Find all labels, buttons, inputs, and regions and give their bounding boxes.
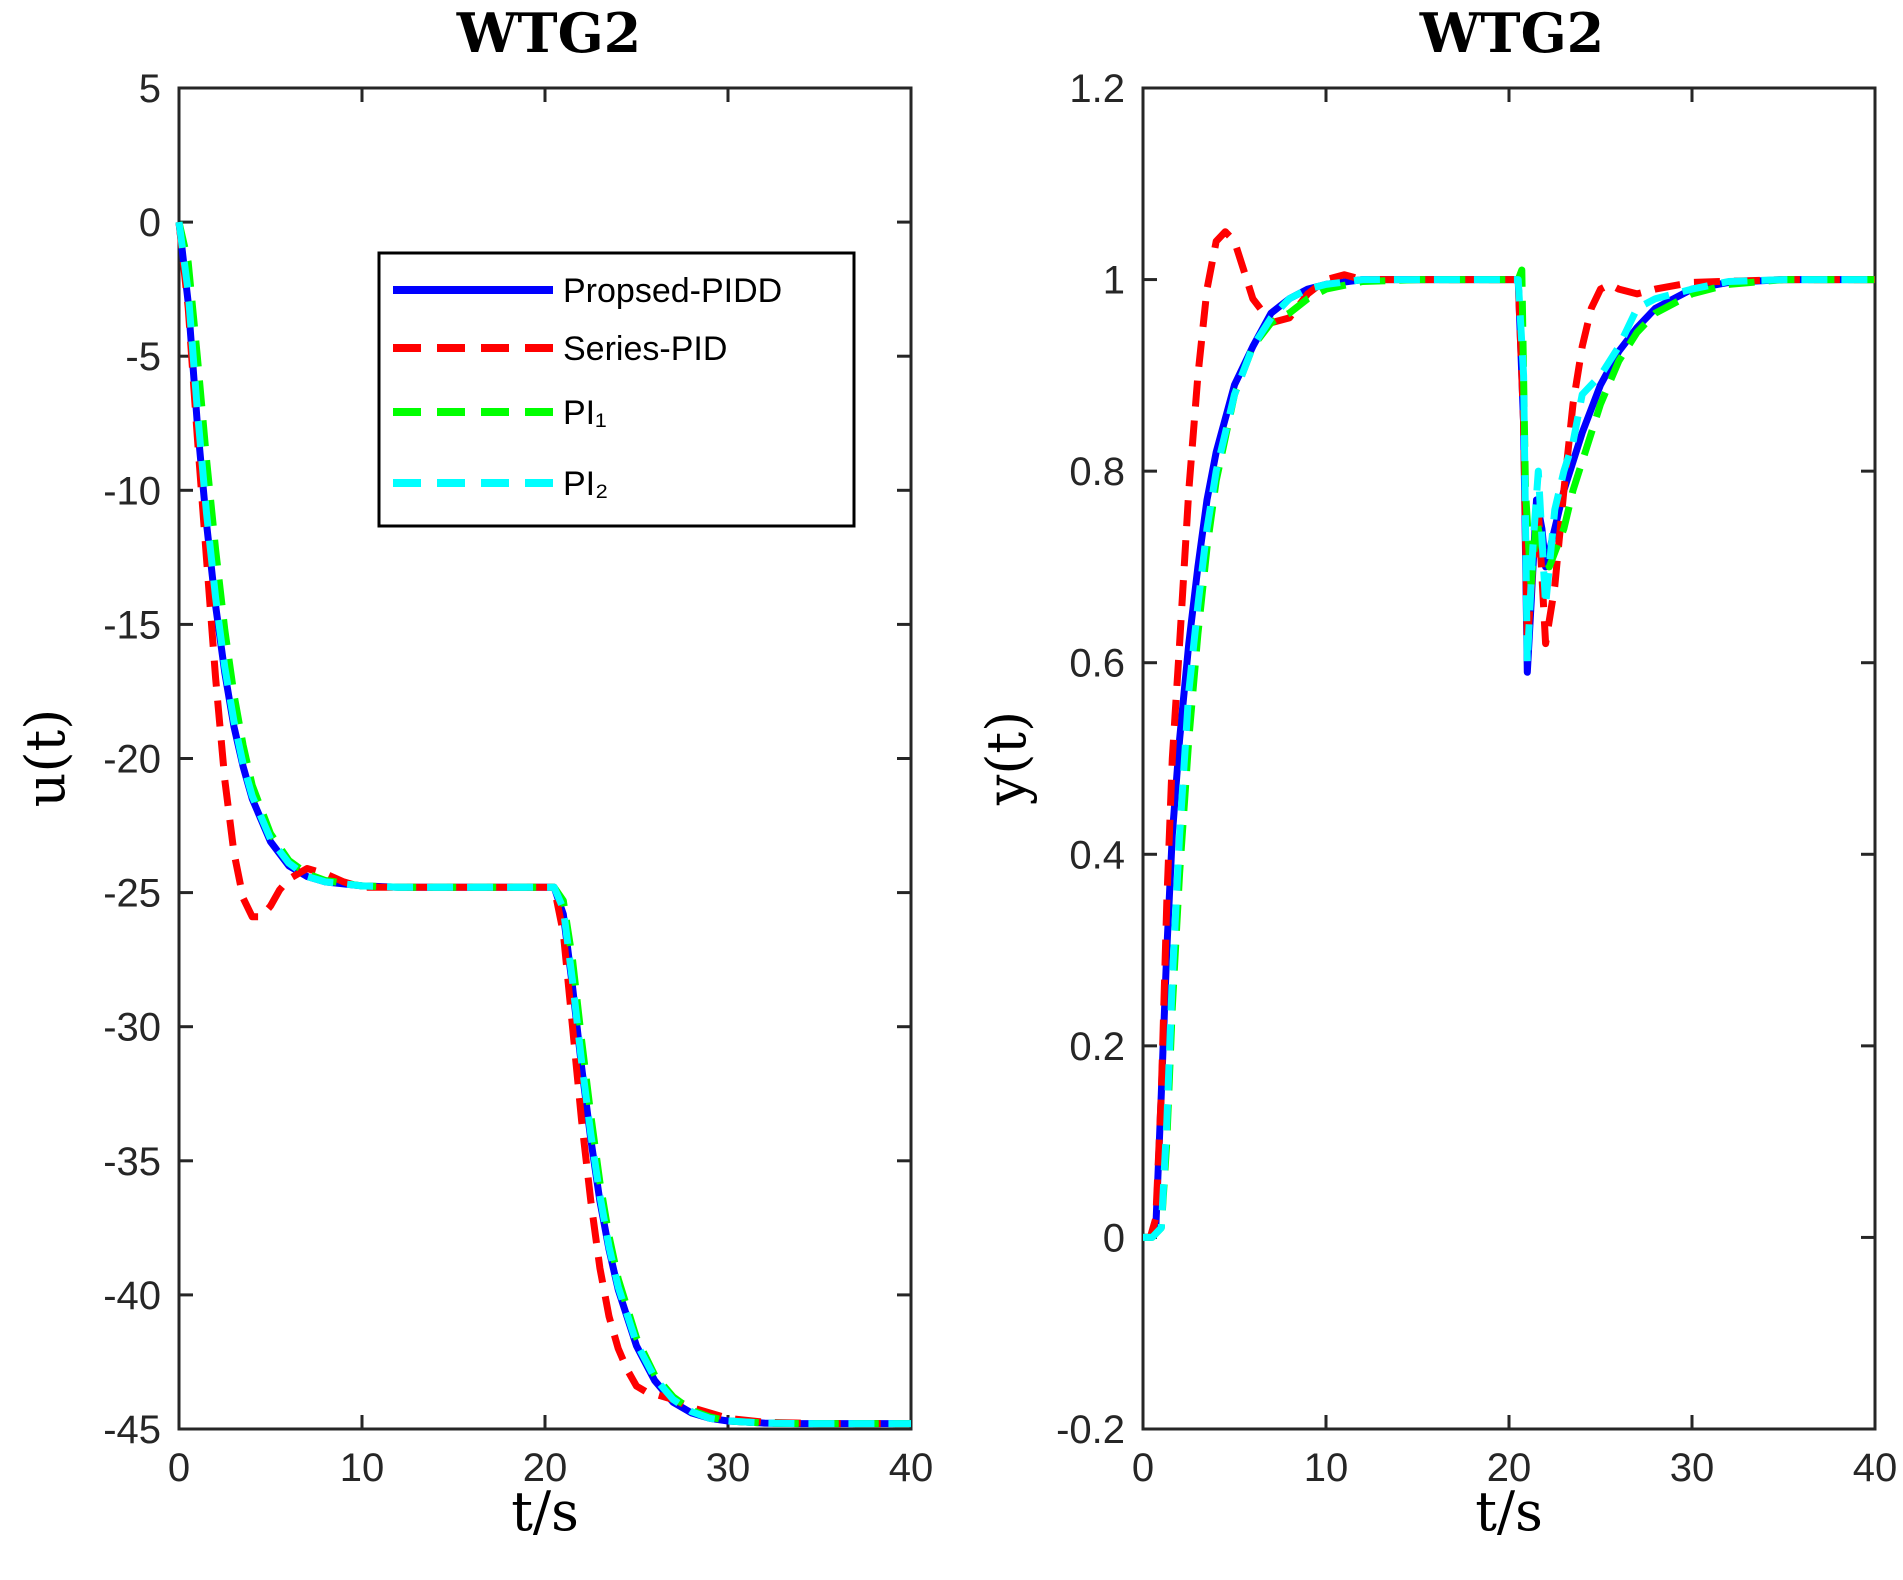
y-tick-label: -0.2 bbox=[1056, 1408, 1125, 1452]
y-tick-label: 1.2 bbox=[1069, 67, 1125, 111]
y-axis-label: u(t) bbox=[14, 709, 77, 808]
series-line-series-pid bbox=[1143, 228, 1875, 1241]
series-line-pi2 bbox=[175, 221, 911, 1428]
y-tick-label: 0.2 bbox=[1069, 1025, 1125, 1069]
y-tick-label: -25 bbox=[103, 872, 161, 916]
x-tick-labels: 0 10 20 30 40 bbox=[168, 1446, 933, 1490]
series-lines bbox=[1143, 228, 1875, 1241]
legend-label-propsed-pidd: Propsed-PIDD bbox=[563, 272, 782, 310]
y-tick-label: 0 bbox=[139, 201, 161, 245]
legend-label-series-pid: Series-PID bbox=[563, 330, 727, 368]
y-tick-label: 0.6 bbox=[1069, 642, 1125, 686]
y-tick-labels: 5 0 -5 -10 -15 -20 -25 -30 -35 -40 -45 bbox=[103, 67, 161, 1452]
plot-area-frame bbox=[1141, 86, 1877, 1431]
y-tick-label: -35 bbox=[103, 1140, 161, 1184]
x-tick-label: 20 bbox=[523, 1446, 568, 1490]
y-tick-label: 0.4 bbox=[1069, 833, 1125, 877]
y-tick-label: -10 bbox=[103, 469, 161, 513]
y-tick-label: 0.8 bbox=[1069, 450, 1125, 494]
x-tick-label: 0 bbox=[168, 1446, 190, 1490]
y-tick-label: 0 bbox=[1103, 1216, 1125, 1260]
x-tick-label: 30 bbox=[1670, 1446, 1715, 1490]
y-axis-label: y(t) bbox=[975, 711, 1038, 806]
y-tick-label: -5 bbox=[125, 335, 161, 379]
legend-label-pi1: PI₁ bbox=[563, 394, 607, 432]
plot-title: WTG2 bbox=[1419, 1, 1605, 65]
y-tick-label: -45 bbox=[103, 1408, 161, 1452]
x-tick-label: 30 bbox=[706, 1446, 751, 1490]
plot-y-t: WTG2 1.210.80.60.40.20-0.2 0 10 20 30 40 t/s… bbox=[975, 1, 1897, 1543]
series-line-pi2 bbox=[1143, 276, 1875, 1241]
x-tick-label: 10 bbox=[340, 1446, 385, 1490]
y-tick-label: -20 bbox=[103, 738, 161, 782]
plot-u-t: WTG2 5 0 -5 -10 -15 -20 -25 -30 -35 -40 -45 0 10 20 3… bbox=[14, 1, 933, 1543]
x-tick-label: 20 bbox=[1487, 1446, 1532, 1490]
legend: Propsed-PIDD Series-PID PI₁ PI₂ bbox=[377, 251, 856, 528]
y-tick-labels: 1.2 1 0.8 0.6 0.4 0.2 0 -0.2 bbox=[1056, 67, 1125, 1452]
x-tick-label: 0 bbox=[1132, 1446, 1154, 1490]
x-tick-label: 40 bbox=[1853, 1446, 1898, 1490]
y-tick-label: -30 bbox=[103, 1006, 161, 1050]
y-tick-label: 1 bbox=[1103, 259, 1125, 303]
y-tick-label: -40 bbox=[103, 1274, 161, 1318]
series-line-series-pid bbox=[175, 221, 911, 1428]
y-tick-label: -15 bbox=[103, 603, 161, 647]
plot-title: WTG2 bbox=[456, 1, 642, 65]
x-axis-label: t/s bbox=[1475, 1480, 1543, 1543]
x-tick-label: 40 bbox=[889, 1446, 934, 1490]
x-tick-label: 10 bbox=[1304, 1446, 1349, 1490]
legend-label-pi2: PI₂ bbox=[563, 465, 608, 503]
x-tick-labels: 0 10 20 30 40 bbox=[1132, 1446, 1897, 1490]
series-lines bbox=[175, 221, 911, 1428]
x-axis-label: t/s bbox=[511, 1480, 579, 1543]
y-tick-label: 5 bbox=[139, 67, 161, 111]
